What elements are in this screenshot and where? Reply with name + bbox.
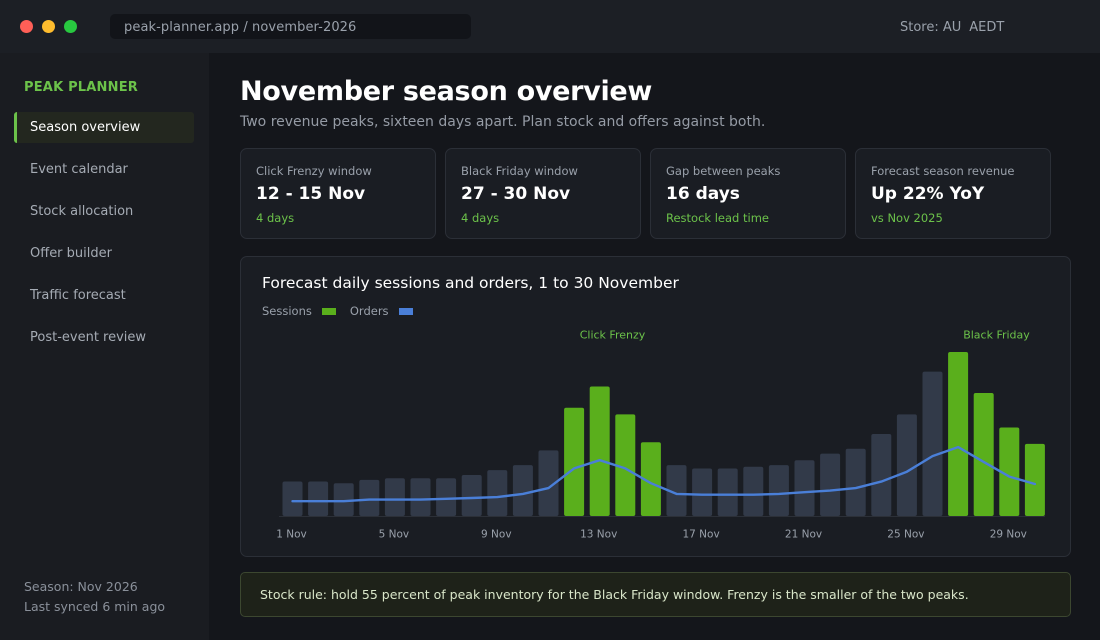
x-tick-label: 9 Nov bbox=[481, 529, 512, 541]
brand-logo: PEAK PLANNER bbox=[24, 80, 138, 95]
orders-line bbox=[291, 445, 1037, 503]
sessions-bar-9 bbox=[487, 470, 508, 516]
sessions-bar-12 bbox=[564, 407, 585, 516]
sync-status: Last synced 6 min ago bbox=[24, 599, 166, 614]
sessions-bar-17 bbox=[692, 468, 713, 516]
sessions-bar-13 bbox=[589, 386, 610, 516]
forecast-chart: Click Frenzy Black Friday 1 Nov 5 Nov 9 Nov 1… bbox=[276, 329, 1045, 541]
sessions-bar-25 bbox=[896, 414, 917, 516]
sessions-bar-29 bbox=[999, 427, 1020, 516]
kpi-value: Up 22% YoY bbox=[871, 184, 985, 204]
kpi-card-click-frenzy: Click Frenzy window 12 - 15 Nov 4 days bbox=[240, 148, 436, 239]
sidebar-item-season-overview[interactable]: Season overview bbox=[14, 112, 194, 143]
sessions-bar-27 bbox=[948, 352, 969, 516]
store-selector[interactable]: Store: AU bbox=[900, 20, 962, 35]
sessions-bar-1 bbox=[282, 481, 303, 516]
sessions-bar-24 bbox=[871, 434, 892, 516]
x-tick-label: 17 Nov bbox=[682, 529, 719, 541]
sessions-bar-30 bbox=[1024, 443, 1045, 516]
sessions-bar-5 bbox=[384, 478, 405, 516]
kpi-value: 12 - 15 Nov bbox=[256, 184, 366, 204]
sessions-bar-19 bbox=[743, 466, 764, 516]
kpi-card-black-friday: Black Friday window 27 - 30 Nov 4 days bbox=[445, 148, 641, 239]
kpi-label: Forecast season revenue bbox=[871, 164, 1015, 178]
sessions-bar-7 bbox=[436, 478, 457, 516]
kpi-note: Restock lead time bbox=[666, 211, 769, 225]
sessions-bar-23 bbox=[845, 448, 866, 516]
kpi-value: 27 - 30 Nov bbox=[461, 184, 571, 204]
kpi-card-season-revenue: Forecast season revenue Up 22% YoY vs No… bbox=[855, 148, 1051, 239]
sidebar-item-post-event-review[interactable]: Post-event review bbox=[30, 330, 147, 345]
kpi-value: 16 days bbox=[666, 184, 740, 204]
sessions-bar-28 bbox=[973, 393, 994, 516]
store-info: Store: AU AEDT bbox=[900, 20, 1004, 35]
stock-rule-banner: Stock rule: hold 55 percent of peak inve… bbox=[240, 572, 1071, 617]
sessions-bar-18 bbox=[717, 468, 738, 516]
sessions-bar-11 bbox=[538, 450, 559, 516]
sessions-bar-14 bbox=[615, 414, 636, 516]
window-titlebar: peak-planner.app / november-2026 Store: … bbox=[0, 0, 1100, 53]
sidebar-nav: Season overview Event calendar Stock all… bbox=[14, 112, 194, 364]
legend-label-orders: Orders bbox=[349, 304, 389, 318]
sessions-bar-3 bbox=[333, 483, 354, 516]
chart-title: Forecast daily sessions and orders, 1 to… bbox=[262, 274, 679, 292]
sessions-bar-6 bbox=[410, 478, 431, 516]
sessions-bar-21 bbox=[794, 460, 815, 516]
forecast-chart-panel: Click Frenzy Black Friday 1 Nov 5 Nov 9 Nov 1… bbox=[240, 256, 1071, 557]
address-bar[interactable]: peak-planner.app / november-2026 bbox=[110, 14, 471, 39]
sidebar-item-event-calendar[interactable]: Event calendar bbox=[30, 162, 128, 177]
kpi-label: Click Frenzy window bbox=[256, 164, 372, 178]
kpi-label: Black Friday window bbox=[461, 164, 578, 178]
sessions-bar-8 bbox=[461, 475, 482, 516]
minimize-window-button[interactable] bbox=[42, 20, 55, 33]
x-tick-label: 25 Nov bbox=[887, 529, 924, 541]
x-tick-label: 29 Nov bbox=[990, 529, 1027, 541]
x-tick-label: 1 Nov bbox=[276, 529, 307, 541]
timezone-label: AEDT bbox=[969, 20, 1005, 35]
sidebar-footer: Season: Nov 2026 Last synced 6 min ago bbox=[24, 577, 165, 617]
sessions-bar-15 bbox=[640, 442, 661, 516]
page-title: November season overview bbox=[240, 76, 653, 107]
sidebar: PEAK PLANNER Season overview Event calen… bbox=[0, 53, 209, 640]
sidebar-item-traffic-forecast[interactable]: Traffic forecast bbox=[30, 288, 126, 303]
maximize-window-button[interactable] bbox=[64, 20, 77, 33]
chart-legend: Sessions Orders bbox=[262, 304, 427, 318]
kpi-label: Gap between peaks bbox=[666, 164, 781, 178]
peak-window-label-1: Black Friday bbox=[963, 329, 1030, 342]
page-subtitle: Two revenue peaks, sixteen days apart. P… bbox=[240, 114, 766, 130]
x-tick-label: 5 Nov bbox=[379, 529, 410, 541]
sessions-bar-22 bbox=[820, 453, 841, 516]
close-window-button[interactable] bbox=[20, 20, 33, 33]
sessions-bar-16 bbox=[666, 465, 687, 516]
sessions-bar-2 bbox=[308, 481, 329, 516]
sessions-bar-26 bbox=[922, 371, 943, 516]
peak-window-label-0: Click Frenzy bbox=[580, 329, 646, 342]
sidebar-item-stock-allocation[interactable]: Stock allocation bbox=[30, 204, 134, 219]
legend-label-sessions: Sessions bbox=[262, 304, 312, 318]
sidebar-item-offer-builder[interactable]: Offer builder bbox=[30, 246, 112, 261]
x-tick-label: 21 Nov bbox=[785, 529, 822, 541]
sessions-bar-20 bbox=[768, 465, 789, 516]
kpi-note: vs Nov 2025 bbox=[871, 211, 943, 225]
season-label: Season: Nov 2026 bbox=[24, 579, 138, 594]
legend-swatch-sessions bbox=[321, 307, 336, 315]
sessions-bar-4 bbox=[359, 479, 380, 516]
kpi-card-gap: Gap between peaks 16 days Restock lead t… bbox=[650, 148, 846, 239]
kpi-note: 4 days bbox=[461, 211, 500, 225]
legend-swatch-orders bbox=[398, 307, 413, 315]
kpi-note: 4 days bbox=[256, 211, 295, 225]
sessions-bar-10 bbox=[512, 465, 533, 516]
x-tick-label: 13 Nov bbox=[580, 529, 617, 541]
